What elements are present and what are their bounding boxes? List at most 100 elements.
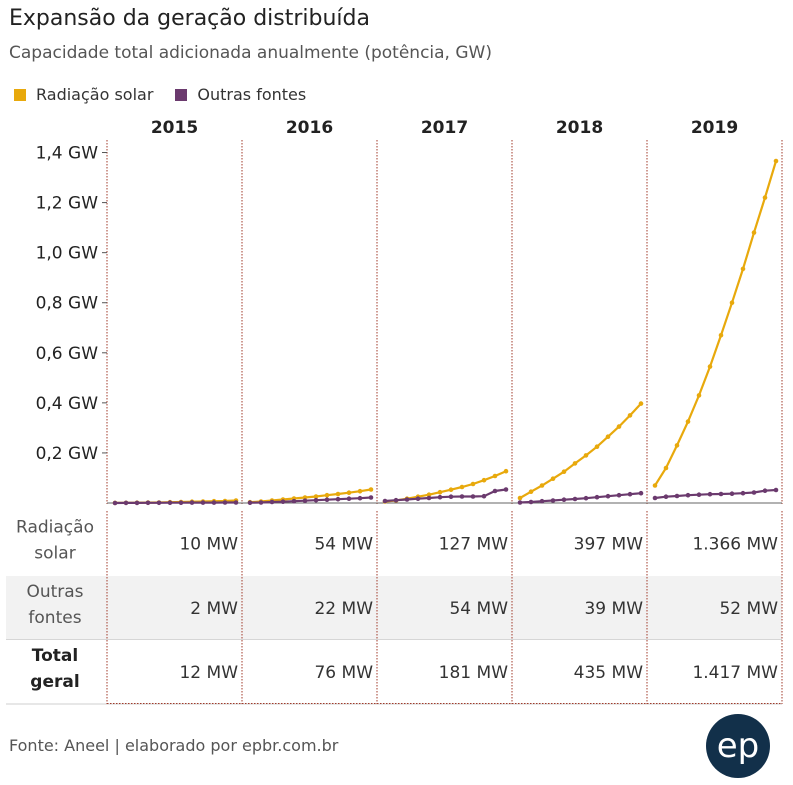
data-point-0-2016-9 [346,490,352,496]
data-point-1-2016-11 [368,495,374,500]
data-point-1-2019-4 [696,492,702,498]
data-point-1-2016-7 [324,497,330,503]
table-cell: 54 MW [449,599,508,619]
data-point-0-2019-8 [740,266,746,272]
data-point-0-2017-6 [448,487,454,493]
data-point-1-2017-7 [459,494,465,499]
data-point-1-2019-8 [740,490,746,496]
data-point-1-2015-3 [145,500,151,506]
data-point-1-2015-5 [167,500,173,506]
data-point-0-2019-11 [773,158,779,164]
data-point-1-2017-3 [415,496,421,502]
data-point-1-2018-10 [627,491,633,497]
legend-label-outras: Outras fontes [197,85,307,104]
data-point-1-2016-6 [313,497,319,503]
data-point-0-2019-6 [718,333,724,338]
data-point-0-2019-5 [707,364,713,369]
data-point-1-2019-5 [707,491,713,497]
data-point-1-2018-7 [594,494,600,500]
data-point-1-2015-10 [222,500,228,505]
data-point-1-2015-2 [134,500,140,506]
data-point-1-2017-10 [492,488,498,494]
data-point-1-2017-5 [437,494,443,500]
data-point-1-2019-0 [652,495,658,501]
series-line-0-2019 [654,160,778,487]
table-cell: 397 MW [574,535,644,555]
data-point-0-2016-8 [335,491,341,497]
data-point-1-2018-4 [561,497,567,503]
legend-item-outras[interactable]: Outras fontes [175,85,306,104]
data-point-1-2019-9 [751,490,757,495]
y-tick-label: 0,4 GW [36,394,99,414]
data-point-1-2018-6 [583,495,589,501]
data-point-1-2016-5 [302,498,308,504]
panel-header-2016: 2016 [286,118,333,138]
data-point-0-2018-6 [583,453,589,458]
data-point-1-2016-9 [346,496,352,502]
data-point-1-2017-2 [404,497,410,502]
series-line-1-2015 [114,501,236,505]
data-point-0-2016-6 [313,494,319,499]
source-footer: Fonte: Aneel | elaborado por epbr.com.br [9,736,339,755]
y-tick-label: 0,2 GW [36,444,99,464]
epbr-logo: ep [706,714,770,778]
data-point-0-2017-10 [492,473,498,479]
data-point-0-2019-9 [751,230,757,235]
data-point-1-2016-4 [291,498,297,504]
data-point-1-2016-8 [335,496,341,502]
panel-header-2017: 2017 [421,118,468,138]
table-cell: 10 MW [179,535,238,555]
table-cell: 54 MW [314,535,373,555]
data-point-0-2019-0 [652,483,658,488]
legend-item-solar[interactable]: Radiação solar [14,85,153,104]
data-point-0-2018-0 [517,495,523,501]
data-point-1-2017-1 [393,497,399,503]
series-line-0-2018 [519,402,642,499]
table-cell: 2 MW [190,599,238,619]
table-cell: 181 MW [439,663,509,683]
data-point-0-2018-5 [572,461,578,466]
data-point-0-2018-4 [561,469,567,475]
data-point-1-2019-7 [729,491,735,497]
data-point-1-2015-8 [200,500,206,505]
data-point-0-2018-2 [539,483,545,488]
table-cell: 1.366 MW [692,535,778,555]
data-point-0-2017-4 [426,492,432,498]
data-point-1-2019-6 [718,491,724,497]
data-point-1-2016-0 [247,500,253,506]
legend: Radiação solar Outras fontes [14,85,328,104]
panel-header-2015: 2015 [151,118,198,138]
data-point-1-2016-10 [357,495,363,501]
data-point-1-2015-0 [112,500,118,506]
data-point-0-2016-10 [357,488,363,494]
data-point-1-2018-1 [528,499,534,505]
table-cell: 12 MW [179,663,238,683]
table-cell: 76 MW [314,663,373,683]
data-point-1-2017-4 [426,495,432,501]
table-row-label: Total geral [30,646,79,692]
chart-title: Expansão da geração distribuída [9,6,370,31]
data-point-0-2017-9 [481,477,487,483]
data-point-1-2017-8 [470,494,476,499]
table-cell: 127 MW [439,535,509,555]
series-line-1-2019 [654,488,777,500]
y-tick-label: 1,2 GW [36,194,99,214]
table-cell: 39 MW [584,599,643,619]
data-point-1-2015-4 [156,500,162,506]
data-point-0-2016-5 [302,495,308,500]
data-point-1-2018-0 [517,500,523,505]
data-point-1-2017-9 [481,493,487,499]
table-cell: 435 MW [574,663,644,683]
data-point-1-2016-3 [280,499,286,505]
data-point-1-2018-9 [616,492,622,498]
data-point-1-2019-10 [762,488,768,494]
data-point-0-2019-2 [674,443,680,448]
data-point-0-2019-4 [696,393,702,398]
data-point-0-2018-3 [550,476,556,482]
legend-swatch-outras [175,88,188,101]
data-point-1-2018-2 [539,498,545,504]
data-point-1-2015-11 [233,500,239,505]
data-point-0-2016-7 [324,492,330,498]
data-point-0-2019-10 [762,195,768,200]
data-point-0-2017-5 [437,489,443,495]
